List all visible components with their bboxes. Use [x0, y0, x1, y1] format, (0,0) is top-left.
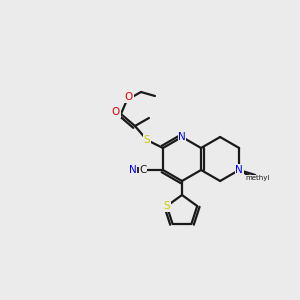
Text: N: N [129, 165, 137, 175]
Text: C: C [139, 165, 147, 175]
Text: methyl: methyl [245, 175, 269, 181]
Text: N: N [235, 165, 243, 175]
Text: O: O [112, 107, 120, 117]
Text: N: N [178, 132, 186, 142]
Text: S: S [144, 135, 150, 145]
Text: S: S [164, 201, 170, 211]
Text: O: O [125, 92, 133, 102]
